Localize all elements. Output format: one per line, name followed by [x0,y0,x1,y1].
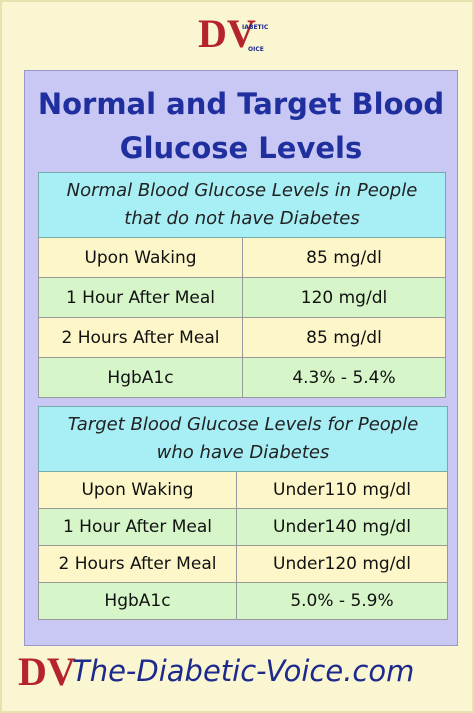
table: Target Blood Glucose Levels for People w… [38,406,448,620]
row-value: Under120 mg/dl [273,554,411,574]
row-label: 2 Hours After Meal [39,318,243,357]
row-label: 1 Hour After Meal [39,278,243,317]
footer-site: The-Diabetic-Voice.com [72,654,415,688]
row-value: 4.3% - 5.4% [292,367,396,388]
logo-letters: DV [198,11,256,56]
row-label: Upon Waking [39,472,237,508]
table: Normal Blood Glucose Levels in People th… [38,172,446,398]
table-row: 1 Hour After Meal 120 mg/dl [38,278,446,318]
row-label: 2 Hours After Meal [39,546,237,582]
row-value: 120 mg/dl [300,287,388,308]
row-value: Under140 mg/dl [273,517,411,537]
table-row: 1 Hour After Meal Under140 mg/dl [38,509,448,546]
table-row: Upon Waking 85 mg/dl [38,238,446,278]
row-value: 85 mg/dl [306,327,382,348]
row-value: 85 mg/dl [306,247,382,268]
logo-line2: OICE [248,46,264,53]
row-label: HgbA1c [39,358,243,397]
footer-logo: DV [18,649,76,694]
table-row: HgbA1c 5.0% - 5.9% [38,583,448,620]
row-label: 1 Hour After Meal [39,509,237,545]
logo: DV IABETIC OICE [198,10,288,66]
row-label: HgbA1c [39,583,237,619]
title: Normal and Target Blood Glucose Levels [37,87,445,165]
row-label: Upon Waking [39,238,243,277]
logo-line1: IABETIC [242,24,269,31]
table-header: Target Blood Glucose Levels for People w… [38,406,448,472]
table-row: 2 Hours After Meal Under120 mg/dl [38,546,448,583]
table-row: Upon Waking Under110 mg/dl [38,472,448,509]
table-row: HgbA1c 4.3% - 5.4% [38,358,446,398]
table-header: Normal Blood Glucose Levels in People th… [38,172,446,238]
table-row: 2 Hours After Meal 85 mg/dl [38,318,446,358]
row-value: 5.0% - 5.9% [290,591,394,611]
row-value: Under110 mg/dl [273,480,411,500]
